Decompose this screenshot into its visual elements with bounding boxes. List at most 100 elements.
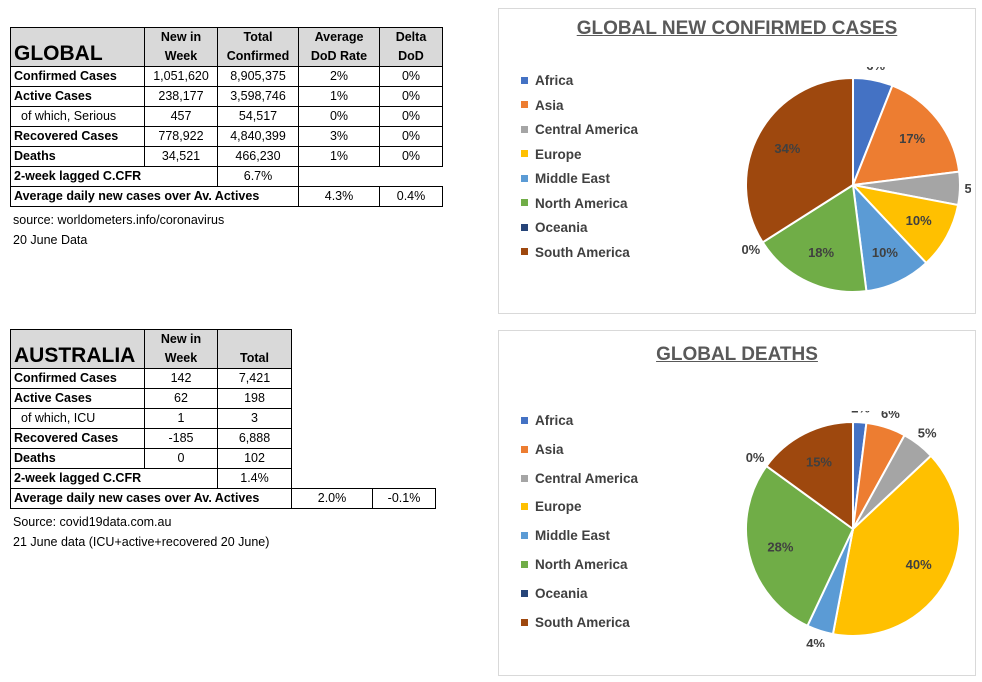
table-row: Average daily new cases over Av. Actives… (10, 488, 436, 509)
avg-value-2: -0.1% (372, 488, 436, 509)
cfr-value: 6.7% (217, 166, 299, 187)
pie-slice-south-america (745, 76, 854, 244)
header-new-in-week: New in Week (144, 329, 218, 369)
legend-item-north-america: North America (521, 196, 628, 211)
legend-label: Asia (535, 97, 564, 113)
australia-source: Source: covid19data.com.au (13, 515, 172, 529)
legend-item-middle-east: Middle East (521, 528, 610, 543)
row-label: Deaths (10, 448, 145, 469)
cfr-value: 1.4% (217, 468, 292, 489)
cell: 54,517 (217, 106, 299, 127)
row-label: Confirmed Cases (10, 66, 145, 87)
cell: 0% (379, 86, 443, 107)
legend-label: South America (535, 244, 630, 260)
cell: 0 (144, 448, 218, 469)
legend-swatch (521, 589, 528, 597)
data-label-africa: 2% (851, 411, 870, 415)
table-row: Average daily new cases over Av. Actives… (10, 186, 443, 207)
header-total-confirmed: Total Confirmed (217, 27, 299, 67)
cell: 466,230 (217, 146, 299, 167)
chart-title: GLOBAL NEW CONFIRMED CASES (576, 18, 898, 39)
row-label: Active Cases (10, 86, 145, 107)
pie-slice-asia (851, 84, 961, 187)
cell: 1% (298, 146, 380, 167)
legend-item-north-america: North America (521, 557, 628, 572)
australia-date-note: 21 June data (ICU+active+recovered 20 Ju… (13, 535, 270, 549)
table-row: Recovered Cases 778,922 4,840,399 3% 0% (10, 126, 443, 147)
deaths-chart-panel: GLOBAL DEATHS Africa Asia Central America E… (498, 330, 976, 676)
table-row: of which, Serious 457 54,517 0% 0% (10, 106, 443, 127)
table-row: 2-week lagged C.CFR 1.4% (10, 468, 436, 489)
legend-label: Europe (535, 499, 582, 515)
legend-swatch (521, 199, 528, 207)
data-label-africa: 6% (866, 67, 885, 73)
global-date-note: 20 June Data (13, 233, 88, 247)
table-row: 2-week lagged C.CFR 6.7% (10, 166, 443, 187)
australia-title: AUSTRALIA (10, 329, 145, 369)
legend-label: South America (535, 614, 630, 630)
header-new-in-week: New in Week (144, 27, 218, 67)
data-label-europe: 10% (906, 213, 932, 228)
row-label: of which, ICU (10, 408, 145, 429)
table-row: Active Cases 62 198 (10, 388, 436, 409)
data-label-asia: 6% (881, 411, 900, 421)
cell: 457 (144, 106, 218, 127)
cell: 3% (298, 126, 380, 147)
cell: 142 (144, 368, 218, 389)
table-row: Recovered Cases -185 6,888 (10, 428, 436, 449)
pie-slice-europe (831, 454, 961, 637)
legend-swatch (521, 125, 528, 133)
data-label-central-america: 5% (918, 425, 937, 440)
pie-chart: 2% 6% 5% 40% 4% 28% 0% 15% (745, 411, 961, 647)
legend-swatch (521, 445, 528, 453)
data-label-north-america: 18% (808, 245, 834, 260)
legend-item-asia: Asia (521, 442, 564, 457)
row-label: of which, Serious (10, 106, 145, 127)
legend-label: Africa (535, 73, 574, 88)
cell: 3 (217, 408, 292, 429)
data-label-europe: 40% (906, 557, 932, 572)
avg-label: Average daily new cases over Av. Actives (10, 186, 299, 207)
cell: 0% (379, 146, 443, 167)
header-total: Total (217, 329, 292, 369)
data-label-central-america: 5% (965, 181, 971, 196)
header-average-dod-rate: Average DoD Rate (298, 27, 380, 67)
legend-label: Oceania (535, 585, 588, 601)
data-label-north-america: 28% (767, 540, 793, 555)
cell: 62 (144, 388, 218, 409)
legend-label: Central America (535, 470, 639, 486)
legend-item-europe: Europe (521, 147, 582, 162)
legend-item-oceania: Oceania (521, 220, 588, 235)
cfr-label: 2-week lagged C.CFR (10, 166, 218, 187)
cell: 0% (298, 106, 380, 127)
legend-item-asia: Asia (521, 98, 564, 113)
legend-item-south-america: South America (521, 245, 630, 260)
cfr-label: 2-week lagged C.CFR (10, 468, 218, 489)
avg-value-1: 4.3% (298, 186, 380, 207)
legend-item-europe: Europe (521, 499, 582, 514)
legend-swatch (521, 223, 528, 231)
legend-label: Asia (535, 441, 564, 457)
row-label: Deaths (10, 146, 145, 167)
cell: 1 (144, 408, 218, 429)
legend-label: North America (535, 195, 628, 211)
avg-value-2: 0.4% (379, 186, 443, 207)
table-row: Deaths 34,521 466,230 1% 0% (10, 146, 443, 167)
cell: 778,922 (144, 126, 218, 147)
cell: 8,905,375 (217, 66, 299, 87)
legend-swatch (521, 248, 528, 256)
table-row: of which, ICU 1 3 (10, 408, 436, 429)
cell: 4,840,399 (217, 126, 299, 147)
legend-label: North America (535, 557, 628, 572)
cell: 6,888 (217, 428, 292, 449)
cell: 0% (379, 126, 443, 147)
avg-label: Average daily new cases over Av. Actives (10, 488, 292, 509)
cell: -185 (144, 428, 218, 449)
data-label-middle-east: 10% (872, 245, 898, 260)
data-label-oceania: 0% (746, 450, 765, 465)
legend-item-central-america: Central America (521, 122, 638, 137)
australia-table: AUSTRALIA New in Week Total Confirmed Cas… (10, 329, 436, 509)
legend-label: Middle East (535, 528, 611, 544)
legend-item-middle-east: Middle East (521, 171, 610, 186)
header-delta-dod: Delta DoD (379, 27, 443, 67)
